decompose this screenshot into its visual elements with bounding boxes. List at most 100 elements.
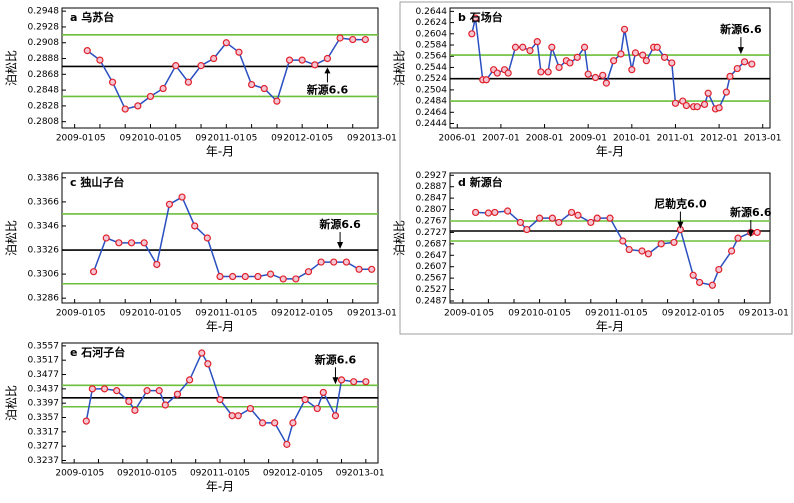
annotation: 新源6.6 bbox=[315, 352, 357, 366]
plot-frame bbox=[449, 7, 771, 129]
y-tick-label: 0.2644 bbox=[416, 7, 448, 17]
data-point bbox=[653, 43, 661, 51]
data-point bbox=[526, 47, 534, 55]
data-point bbox=[153, 260, 161, 269]
x-tick-label: 2011-01 bbox=[208, 309, 246, 319]
data-point bbox=[82, 417, 90, 425]
arrow-head bbox=[332, 377, 339, 385]
data-point bbox=[471, 14, 480, 22]
x-tick-label: 05 bbox=[170, 309, 181, 319]
y-tick-label: 0.2687 bbox=[416, 239, 448, 249]
data-point bbox=[125, 397, 133, 405]
data-point bbox=[165, 200, 174, 208]
y-tick-label: 0.2888 bbox=[28, 54, 60, 64]
data-point bbox=[279, 275, 287, 283]
data-point bbox=[96, 56, 104, 64]
data-point bbox=[599, 71, 607, 79]
y-tick-label: 0.3326 bbox=[28, 246, 60, 256]
y-tick-label: 0.2848 bbox=[28, 86, 60, 96]
data-point bbox=[100, 385, 109, 393]
y-tick-label: 0.3386 bbox=[28, 173, 60, 183]
data-point bbox=[727, 247, 736, 255]
data-point bbox=[555, 63, 563, 72]
data-point bbox=[304, 268, 313, 276]
x-tick-label: 09 bbox=[347, 309, 359, 319]
data-point bbox=[748, 60, 756, 68]
x-tick-label: 09 bbox=[585, 309, 597, 319]
x-tick-label: 09 bbox=[336, 469, 348, 479]
y-tick-label: 0.2948 bbox=[28, 7, 60, 17]
data-point bbox=[210, 54, 218, 63]
data-point bbox=[173, 390, 182, 398]
data-point bbox=[313, 404, 321, 413]
arrow-head bbox=[337, 242, 344, 250]
data-point bbox=[258, 419, 267, 427]
y-tick-label: 0.2908 bbox=[28, 38, 60, 48]
y-tick-label: 0.3286 bbox=[28, 294, 60, 304]
data-point bbox=[246, 404, 254, 413]
data-point bbox=[537, 68, 545, 76]
y-axis-label: 泊松比 bbox=[5, 385, 19, 421]
data-point bbox=[266, 270, 275, 278]
y-tick-label: 0.2927 bbox=[416, 171, 448, 181]
x-tick-label: 2011-01 bbox=[598, 309, 636, 319]
plot-frame bbox=[61, 7, 379, 129]
data-point bbox=[555, 218, 563, 227]
data-point bbox=[679, 97, 687, 105]
arrow-head bbox=[677, 221, 684, 229]
data-point bbox=[602, 79, 610, 87]
panel: 0.3237 0.3277 0.3317 0.3357 0.3397 0.3437 0.34… bbox=[5, 341, 385, 493]
data-point bbox=[482, 76, 490, 84]
data-point bbox=[753, 228, 761, 237]
data-point bbox=[203, 234, 211, 242]
data-point bbox=[184, 78, 192, 86]
x-tick-label: 05 bbox=[713, 309, 724, 319]
x-tick-label: 05 bbox=[322, 309, 333, 319]
data-point bbox=[734, 234, 742, 242]
arrow-head bbox=[737, 47, 744, 55]
data-point bbox=[484, 209, 492, 217]
x-tick-label: 05 bbox=[636, 309, 647, 319]
series-line bbox=[86, 37, 366, 110]
data-point bbox=[610, 57, 618, 65]
y-tick-label: 0.3366 bbox=[28, 197, 60, 207]
panel: 0.3286 0.3306 0.3326 0.3346 0.3366 0.3386 2009… bbox=[5, 172, 397, 334]
data-point bbox=[350, 378, 358, 386]
x-tick-label: 2013-01 bbox=[751, 309, 789, 319]
data-point bbox=[248, 80, 256, 89]
y-tick-label: 0.3437 bbox=[28, 384, 60, 394]
data-point bbox=[102, 234, 110, 242]
data-point bbox=[121, 105, 129, 113]
data-point bbox=[178, 193, 186, 201]
data-point bbox=[704, 89, 712, 97]
x-axis-label: 年-月 bbox=[596, 320, 624, 334]
data-point bbox=[330, 258, 338, 266]
x-tick-label: 09 bbox=[117, 469, 129, 479]
x-tick-label: 2009-01 bbox=[56, 309, 94, 319]
data-point bbox=[491, 208, 499, 217]
x-tick-label: 09 bbox=[662, 309, 674, 319]
data-point bbox=[216, 272, 224, 281]
x-tick-label: 09 bbox=[195, 134, 207, 144]
data-point bbox=[283, 440, 291, 448]
x-tick-label: 09 bbox=[271, 134, 283, 144]
y-tick-label: 0.3237 bbox=[28, 456, 60, 466]
panel-title: a 乌苏台 bbox=[70, 10, 114, 24]
x-tick-label: 05 bbox=[246, 134, 257, 144]
y-tick-label: 0.2487 bbox=[416, 297, 448, 307]
x-tick-label: 05 bbox=[239, 469, 250, 479]
data-point bbox=[317, 258, 325, 266]
y-tick-label: 0.3346 bbox=[28, 221, 60, 231]
x-tick-label: 2010-01 bbox=[128, 469, 166, 479]
data-point bbox=[726, 72, 734, 81]
data-point bbox=[159, 84, 167, 93]
data-point bbox=[331, 412, 340, 420]
panel: 0.2808 0.2828 0.2848 0.2868 0.2888 0.2908 0.29… bbox=[5, 7, 397, 159]
data-point bbox=[229, 272, 237, 281]
data-point bbox=[172, 62, 180, 70]
data-point bbox=[668, 59, 676, 67]
data-point bbox=[625, 245, 633, 254]
y-tick-label: 0.2727 bbox=[416, 228, 448, 238]
data-point bbox=[567, 208, 576, 217]
data-point bbox=[197, 62, 205, 70]
